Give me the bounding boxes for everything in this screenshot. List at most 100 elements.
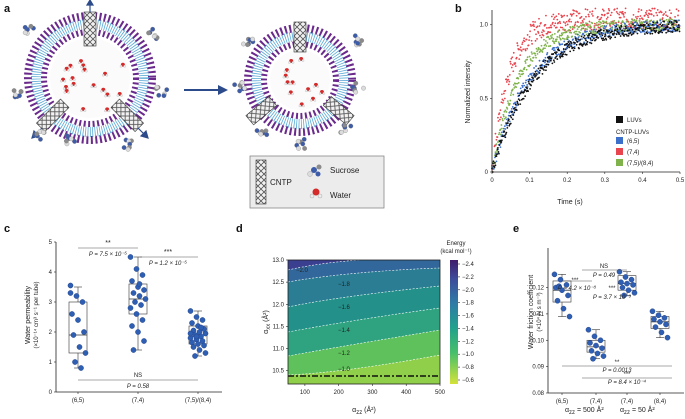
water-molecule <box>63 66 70 72</box>
panel-b-xtick: 0.5 <box>676 178 685 184</box>
data-point <box>631 28 634 31</box>
data-point <box>536 50 538 53</box>
data-point <box>583 34 586 37</box>
data-point <box>577 26 580 29</box>
data-point <box>503 110 506 113</box>
data-point <box>648 9 651 12</box>
data-point <box>530 72 532 75</box>
panel-b-ytick: 0.5 <box>480 96 489 102</box>
data-point <box>527 80 530 83</box>
data-point <box>545 66 548 68</box>
data-point <box>614 22 617 25</box>
water-molecule <box>60 77 67 83</box>
data-point <box>603 13 606 16</box>
data-point <box>600 353 607 359</box>
data-point <box>594 350 601 357</box>
data-point <box>672 26 675 29</box>
data-point <box>588 33 591 35</box>
panel-c: c 0 1 2 3 4 5 (6,5) (7,4) (7,5)/(8,4) Water perm… <box>4 223 222 404</box>
data-point <box>504 133 507 135</box>
data-point <box>524 81 527 84</box>
data-point <box>492 160 495 163</box>
data-point <box>614 29 617 32</box>
data-point <box>587 340 593 346</box>
data-point <box>554 297 561 304</box>
data-point <box>555 55 558 58</box>
data-point <box>609 14 612 17</box>
data-point <box>139 272 146 278</box>
data-point <box>555 26 558 29</box>
data-point <box>139 317 146 323</box>
data-point <box>653 27 656 30</box>
data-point <box>516 100 519 103</box>
panel-c-ylabel-main: Water permeability <box>25 285 32 344</box>
data-point <box>665 18 668 21</box>
data-point <box>656 21 659 24</box>
data-point <box>623 30 626 33</box>
data-point <box>624 22 626 25</box>
data-point <box>587 13 590 16</box>
data-point <box>505 131 508 134</box>
data-point <box>531 52 533 55</box>
data-point <box>557 276 564 283</box>
data-point <box>136 293 143 299</box>
data-point <box>623 15 625 18</box>
data-point <box>523 84 526 87</box>
data-point <box>610 11 613 14</box>
data-point <box>656 14 659 17</box>
legend-luvs: LUVs <box>627 118 642 124</box>
data-point <box>141 338 147 344</box>
data-point <box>574 30 577 33</box>
data-point <box>576 33 579 36</box>
data-point <box>617 29 620 32</box>
data-point <box>192 353 198 359</box>
data-point <box>70 332 77 338</box>
data-point <box>663 12 666 15</box>
category-label: (7,4) <box>132 398 144 404</box>
data-point <box>531 78 533 81</box>
data-point <box>526 84 529 86</box>
colorbar-tick: −2.0 <box>462 288 475 294</box>
data-point <box>544 61 546 64</box>
data-point <box>594 24 597 27</box>
data-point <box>590 42 593 45</box>
water-molecule <box>63 88 70 94</box>
data-point <box>677 24 680 27</box>
data-point <box>602 22 605 25</box>
data-point <box>502 113 505 116</box>
data-point <box>193 333 200 340</box>
data-point <box>564 48 567 51</box>
data-point <box>558 55 561 58</box>
data-point <box>507 114 510 117</box>
data-point <box>557 41 560 44</box>
water-molecule <box>288 59 295 64</box>
data-point <box>506 126 509 129</box>
data-point <box>509 122 512 125</box>
data-point <box>559 38 562 41</box>
data-point <box>575 30 578 33</box>
data-point <box>493 166 496 168</box>
ytick-label: 1 <box>49 360 53 366</box>
data-point <box>580 35 583 38</box>
data-point <box>569 50 572 53</box>
data-point <box>658 26 661 29</box>
panel-label-a: a <box>4 3 11 15</box>
data-point <box>637 15 639 18</box>
data-point <box>626 34 628 37</box>
data-point <box>497 120 500 122</box>
data-point <box>633 18 636 21</box>
colorbar-title: Energy <box>446 241 465 247</box>
data-point <box>625 27 627 30</box>
group-label-500: αzz = 500 Å² <box>565 405 604 416</box>
panel-d: d −2.0 −1.8 −1.6 −1.4 −1 <box>236 223 475 416</box>
data-point <box>619 11 622 14</box>
data-point <box>535 72 538 75</box>
data-point <box>132 299 138 305</box>
data-point <box>641 18 644 21</box>
data-point <box>543 58 545 61</box>
data-point <box>678 30 681 33</box>
data-point <box>568 31 571 34</box>
panel-d-xlabel: αzz (Å²) <box>352 405 376 416</box>
data-point <box>509 99 512 102</box>
sig-e-5: *** <box>623 372 631 378</box>
